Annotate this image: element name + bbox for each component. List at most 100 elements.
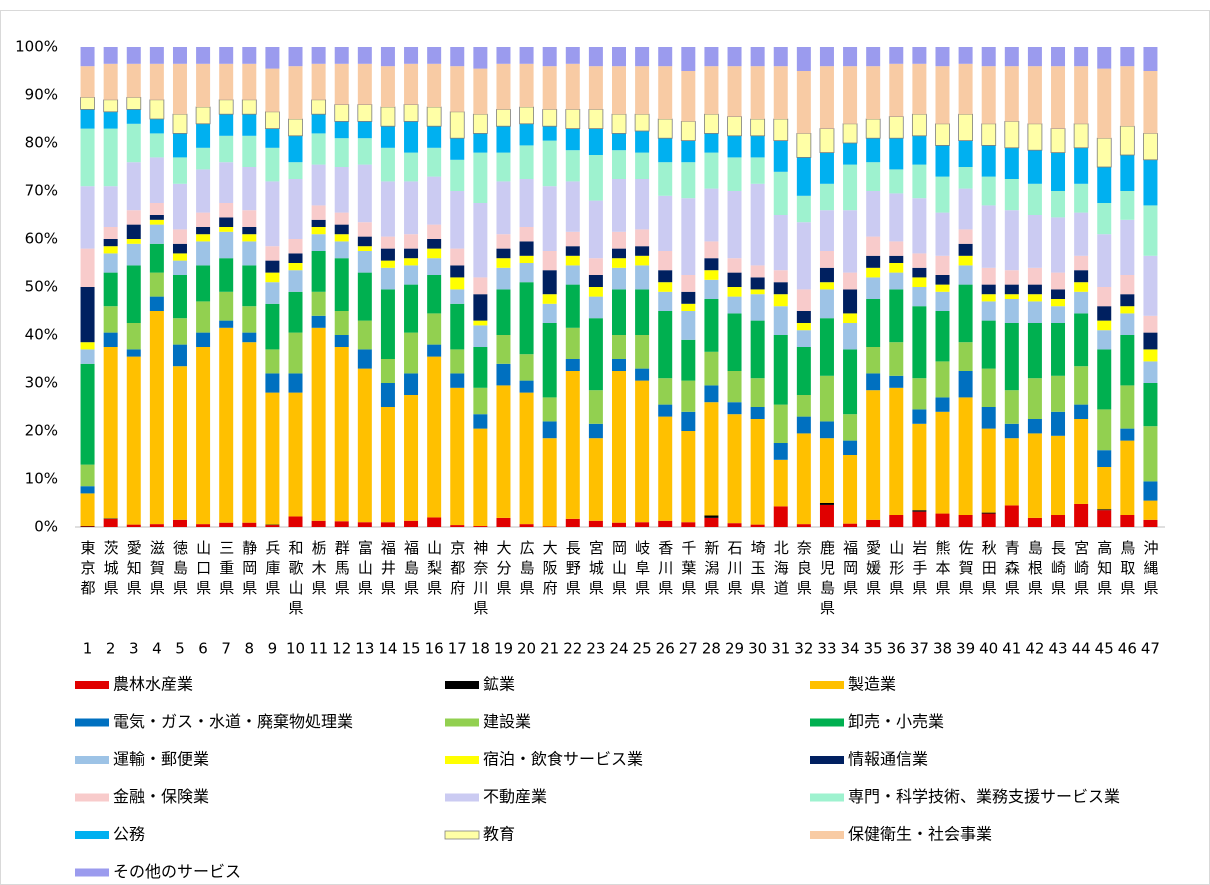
x-tick-label: 新潟県 bbox=[702, 540, 720, 600]
bar-segment bbox=[242, 63, 257, 100]
bar-segment bbox=[704, 279, 719, 299]
bar-segment bbox=[450, 248, 465, 266]
bar-segment bbox=[149, 296, 164, 311]
bar-segment bbox=[542, 126, 557, 141]
bar-segment bbox=[658, 291, 673, 311]
bar-segment bbox=[1074, 419, 1089, 504]
bar-segment bbox=[866, 255, 881, 268]
bar-segment bbox=[103, 246, 118, 254]
bar-segment bbox=[750, 407, 765, 419]
x-tick-label: 奈良県 bbox=[795, 540, 813, 600]
legend-label: 不動産業 bbox=[483, 787, 547, 806]
bar-segment bbox=[1073, 123, 1089, 149]
legend-label: 公務 bbox=[113, 825, 145, 844]
bar-segment bbox=[172, 260, 187, 275]
bar-segment bbox=[1004, 147, 1019, 179]
bar-segment bbox=[103, 518, 118, 527]
bar-segment bbox=[1051, 323, 1066, 376]
bar-segment bbox=[588, 287, 603, 297]
bar-segment bbox=[681, 162, 696, 199]
bar-segment bbox=[958, 140, 973, 167]
x-tick-label: 徳島県 bbox=[171, 540, 189, 600]
bar-segment bbox=[935, 513, 950, 527]
bar-segment bbox=[519, 263, 534, 283]
bar-segment bbox=[727, 135, 742, 158]
bar-segment bbox=[958, 255, 973, 266]
bar-segment bbox=[796, 347, 811, 395]
bar-segment bbox=[773, 47, 788, 67]
bar-segment bbox=[935, 255, 950, 275]
bar-segment bbox=[334, 224, 349, 235]
x-tick-label: 兵庫県 bbox=[263, 540, 281, 600]
bar-segment bbox=[935, 397, 950, 412]
bar-segment bbox=[681, 47, 696, 71]
bar-segment bbox=[450, 66, 465, 112]
bar-segment bbox=[1074, 270, 1089, 283]
bar-segment bbox=[380, 236, 395, 249]
bar-segment bbox=[242, 265, 257, 307]
bar-segment bbox=[219, 320, 234, 328]
bar-segment bbox=[519, 123, 534, 146]
x-tick-label: 神奈川県 bbox=[471, 540, 489, 620]
x-tick-number: 1 bbox=[83, 640, 93, 658]
x-tick-number: 42 bbox=[1025, 640, 1044, 658]
bar-segment bbox=[357, 246, 372, 251]
legend-swatch bbox=[810, 681, 844, 689]
bar-segment bbox=[542, 251, 557, 271]
bar-segment bbox=[981, 320, 996, 369]
bar-segment bbox=[242, 167, 257, 211]
bar-segment bbox=[819, 128, 835, 154]
bar-segment bbox=[80, 464, 95, 487]
bar-segment bbox=[103, 128, 118, 187]
x-tick-label: 岩手県 bbox=[910, 540, 928, 600]
bar-segment bbox=[565, 150, 580, 182]
x-tick-label: 滋賀県 bbox=[148, 540, 166, 600]
bar-segment bbox=[288, 516, 303, 527]
bar-segment bbox=[380, 126, 395, 148]
bar-segment bbox=[1051, 191, 1066, 218]
bar-segment bbox=[727, 191, 742, 259]
bar-segment bbox=[1120, 313, 1135, 335]
x-tick-number: 2 bbox=[106, 640, 116, 658]
bar-segment bbox=[519, 380, 534, 393]
bar-segment bbox=[542, 140, 557, 187]
bar-segment bbox=[843, 349, 858, 415]
bar-segment bbox=[1143, 71, 1158, 134]
x-tick-number: 27 bbox=[679, 640, 698, 658]
bar-segment bbox=[1097, 450, 1112, 467]
legend-swatch bbox=[75, 681, 109, 689]
bar-segment bbox=[450, 525, 465, 527]
bar-segment bbox=[149, 311, 164, 525]
bar-segment bbox=[1143, 481, 1158, 501]
bar-segment bbox=[981, 294, 996, 302]
bar-segment bbox=[427, 239, 442, 249]
bar-segment bbox=[334, 47, 349, 64]
bar-segment bbox=[519, 392, 534, 525]
bar-segment bbox=[843, 455, 858, 524]
bar-segment bbox=[265, 68, 280, 112]
bar-segment bbox=[889, 387, 904, 515]
bar-segment bbox=[311, 315, 326, 328]
bar-segment bbox=[427, 258, 442, 275]
bar-segment bbox=[496, 363, 511, 386]
bar-segment bbox=[819, 438, 834, 503]
bar-segment bbox=[242, 332, 257, 343]
bar-segment bbox=[865, 118, 881, 139]
bar-segment bbox=[1097, 68, 1112, 139]
bar-segment bbox=[912, 378, 927, 410]
bar-segment bbox=[196, 212, 211, 227]
bar-segment bbox=[1074, 183, 1089, 213]
bar-segment bbox=[473, 152, 488, 203]
bar-segment bbox=[773, 66, 788, 119]
bar-segment bbox=[80, 66, 95, 98]
bar-segment bbox=[1027, 267, 1042, 285]
bar-segment bbox=[773, 335, 788, 405]
bar-segment bbox=[612, 335, 626, 359]
bar-segment bbox=[1050, 128, 1066, 154]
bar-segment bbox=[242, 241, 257, 266]
bar-segment bbox=[796, 289, 811, 311]
y-tick-label: 90% bbox=[25, 86, 58, 104]
legend-label: 情報通信業 bbox=[848, 750, 928, 769]
bar-segment bbox=[565, 327, 580, 359]
bar-segment bbox=[380, 248, 395, 261]
